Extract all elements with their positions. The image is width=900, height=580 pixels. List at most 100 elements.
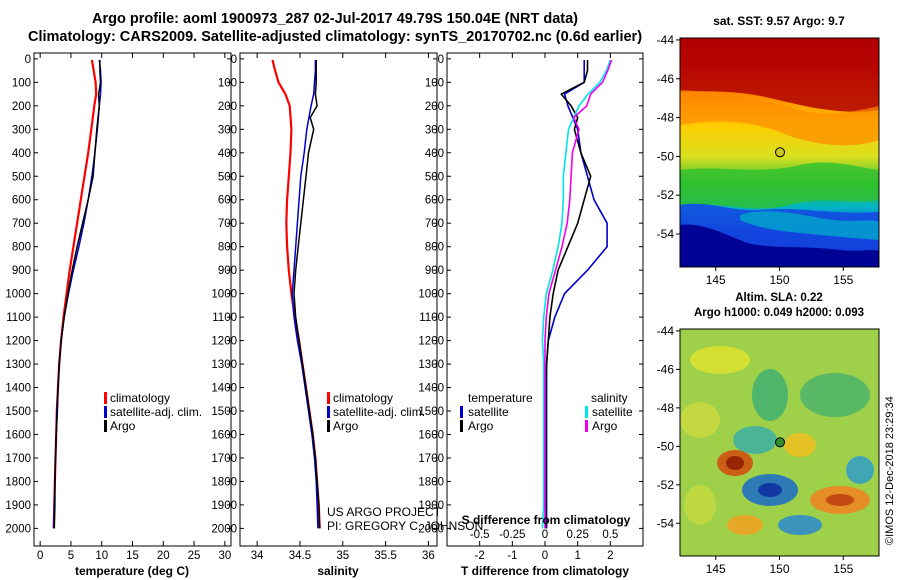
x-tick-label: 36 (422, 550, 435, 562)
x-tick-label: 15 (126, 550, 139, 562)
depth-tick-label: 300 (12, 124, 31, 136)
legend-label-s-satellite: satellite (592, 405, 633, 419)
x-tick-label: 35.5 (374, 550, 396, 562)
depth-tick-label: 1300 (418, 359, 444, 371)
depth-tick-label: 300 (425, 124, 444, 136)
depth-tick-label: 1300 (5, 359, 31, 371)
depth-tick-label: 600 (218, 195, 237, 207)
depth-tick-label: 600 (425, 195, 444, 207)
depth-tick-label: 1200 (211, 336, 237, 348)
legend-swatch-t-argo (460, 420, 463, 432)
depth-tick-label: 1800 (211, 476, 237, 488)
s-diff-tick-label: -0.25 (499, 529, 525, 541)
depth-tick-label: 300 (218, 124, 237, 136)
depth-tick-label: 800 (218, 242, 237, 254)
map-x-tick-label: 150 (769, 273, 789, 287)
legend-heading-salinity: salinity (591, 391, 628, 405)
salinity-legend: climatology satellite-adj. clim. Argo (327, 391, 425, 433)
map-y-tick-label: -48 (657, 111, 675, 125)
depth-tick-label: 100 (218, 77, 237, 89)
depth-tick-label: 1700 (5, 453, 31, 465)
legend-swatch-satellite-adj-s (327, 406, 330, 418)
depth-tick-label: 500 (425, 171, 444, 183)
depth-tick-label: 200 (218, 101, 237, 113)
map-y-tick-label: -44 (657, 324, 675, 338)
depth-tick-label: 600 (12, 195, 31, 207)
map-y-tick-label: -48 (657, 401, 675, 415)
legend-label-climatology-s: climatology (333, 391, 393, 405)
legend-label-s-argo: Argo (592, 419, 618, 433)
title-line-2: Climatology: CARS2009. Satellite-adjuste… (27, 29, 643, 45)
depth-tick-label: 1400 (211, 383, 237, 395)
x-tick-label: 30 (218, 550, 231, 562)
s-difference-axis-label: S difference from climatology (462, 513, 631, 527)
temperature-legend: climatology satellite-adj. clim. Argo (104, 391, 202, 433)
depth-tick-label: 1900 (418, 500, 444, 512)
s-diff-tick-label: 0.25 (566, 529, 588, 541)
depth-tick-label: 100 (12, 77, 31, 89)
legend-swatch-s-argo (585, 420, 588, 432)
map-x-tick-label: 145 (706, 273, 726, 287)
depth-tick-label: 1500 (5, 406, 31, 418)
legend-swatch-s-satellite (585, 406, 588, 418)
depth-tick-label: 1900 (5, 500, 31, 512)
depth-tick-label: 200 (425, 101, 444, 113)
map-y-tick-label: -54 (657, 227, 675, 241)
depth-tick-label: 400 (12, 148, 31, 160)
legend-swatch-argo-s (327, 420, 330, 432)
x-tick-label: 2 (607, 550, 613, 562)
depth-tick-label: 1100 (212, 312, 237, 324)
map-y-tick-label: -46 (657, 362, 675, 376)
map-x-tick-label: 155 (833, 273, 853, 287)
sla-map-title-1: Altim. SLA: 0.22 (735, 292, 823, 304)
depth-tick-label: 1200 (5, 336, 31, 348)
series-line-salinity-argo (544, 59, 613, 529)
map-x-tick-label: 145 (706, 562, 726, 576)
x-tick-label: 35 (336, 550, 349, 562)
depth-tick-label: 1800 (5, 476, 31, 488)
map-y-tick-label: -52 (657, 188, 675, 202)
depth-tick-label: 1100 (419, 312, 444, 324)
map-y-tick-label: -46 (657, 72, 675, 86)
legend-label-satellite-adj: satellite-adj. clim. (110, 405, 202, 419)
sst-map-title: sat. SST: 9.57 Argo: 9.7 (713, 14, 845, 28)
difference-legend: temperature satellite Argo salinity sate… (460, 391, 633, 433)
credit-pi: PI: GREGORY C. JOHNSON (327, 519, 483, 533)
x-tick-label: 34.5 (289, 550, 311, 562)
depth-tick-label: 0 (25, 54, 31, 66)
series-line-satellite-adj-clim (291, 60, 319, 529)
x-tick-label: 10 (95, 550, 108, 562)
sla-map (680, 329, 879, 556)
legend-swatch-climatology (104, 392, 107, 404)
map-y-tick-label: -50 (657, 149, 675, 163)
map-x-tick-label: 150 (769, 562, 789, 576)
s-diff-tick-label: -0.5 (470, 529, 490, 541)
map-y-tick-label: -50 (657, 439, 675, 453)
x-tick-label: 0 (542, 550, 548, 562)
depth-tick-label: 2000 (418, 523, 444, 535)
depth-tick-label: 400 (218, 148, 237, 160)
s-diff-tick-label: 0 (542, 529, 548, 541)
legend-heading-temperature: temperature (468, 391, 533, 405)
depth-tick-label: 0 (231, 54, 237, 66)
depth-tick-label: 1000 (5, 289, 31, 301)
series-line-argo (53, 60, 102, 529)
depth-tick-label: 500 (218, 171, 237, 183)
sst-map (680, 38, 879, 267)
depth-tick-label: 700 (218, 218, 237, 230)
depth-tick-label: 1800 (418, 476, 444, 488)
depth-tick-label: 1600 (211, 429, 237, 441)
series-line-temperature-argo (545, 60, 592, 529)
temperature-axis-label: temperature (deg C) (75, 564, 189, 578)
s-diff-tick-label: 0.5 (602, 529, 618, 541)
salinity-panel-frame (239, 52, 438, 547)
legend-swatch-argo (104, 420, 107, 432)
depth-tick-label: 1000 (418, 289, 444, 301)
legend-swatch-climatology-s (327, 392, 330, 404)
depth-tick-label: 1100 (6, 312, 31, 324)
depth-tick-label: 400 (425, 148, 444, 160)
x-tick-label: 1 (574, 550, 580, 562)
legend-label-argo-s: Argo (333, 419, 359, 433)
depth-tick-label: 900 (218, 265, 237, 277)
depth-tick-label: 1400 (418, 383, 444, 395)
